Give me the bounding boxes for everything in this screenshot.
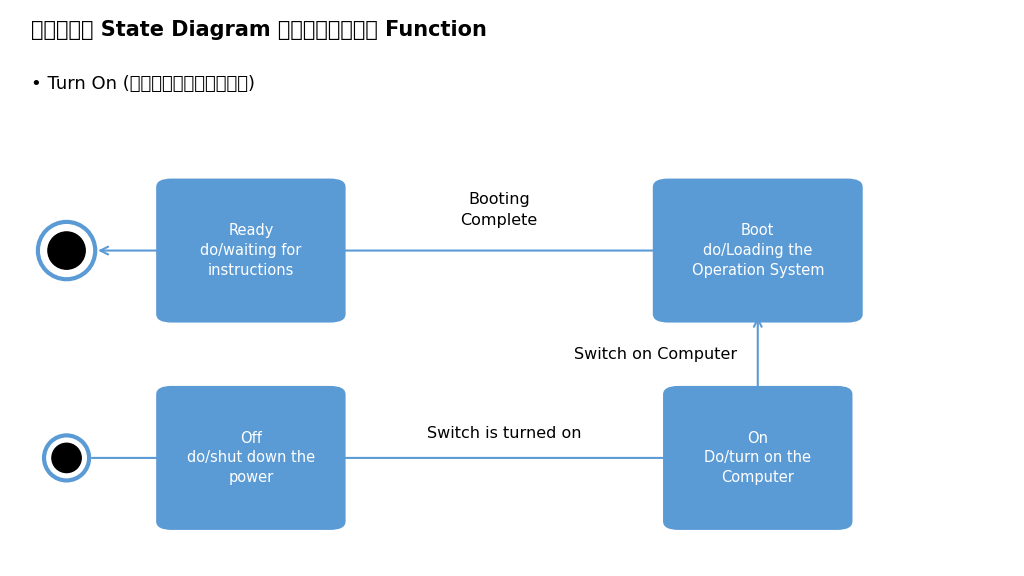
Text: • Turn On (เปิดเครื่อง): • Turn On (เปิดเครื่อง) [31,75,255,93]
Text: On
Do/turn on the
Computer: On Do/turn on the Computer [705,431,811,485]
Text: Ready
do/waiting for
instructions: Ready do/waiting for instructions [201,223,301,278]
Text: Booting
Complete: Booting Complete [461,191,538,228]
Ellipse shape [52,444,81,472]
Text: Boot
do/Loading the
Operation System: Boot do/Loading the Operation System [691,223,824,278]
Text: Switch on Computer: Switch on Computer [574,347,737,362]
FancyBboxPatch shape [664,386,852,530]
Ellipse shape [48,232,85,269]
Text: เขียน State Diagram ของแต่ละ Function: เขียน State Diagram ของแต่ละ Function [31,20,486,40]
Text: Off
do/shut down the
power: Off do/shut down the power [186,431,315,485]
FancyBboxPatch shape [653,179,862,323]
Text: Switch is turned on: Switch is turned on [427,426,582,441]
FancyBboxPatch shape [156,179,345,323]
FancyBboxPatch shape [156,386,345,530]
